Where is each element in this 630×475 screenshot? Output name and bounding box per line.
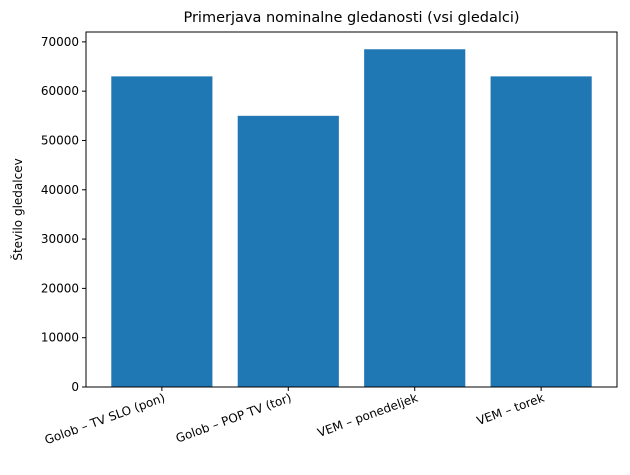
- x-tick-label: Golob – POP TV (tor): [174, 391, 293, 446]
- bar-3: [364, 49, 466, 387]
- x-tick-label: Golob – TV SLO (pon): [43, 391, 167, 448]
- x-axis-ticks: Golob – TV SLO (pon) Golob – POP TV (tor)…: [43, 387, 546, 447]
- bars-group: [111, 49, 592, 387]
- x-tick-label: VEM – ponedeljek: [316, 391, 420, 440]
- x-tick-label: VEM – torek: [475, 391, 546, 428]
- y-tick-label: 10000: [41, 331, 79, 345]
- plot-frame: [85, 31, 618, 388]
- bar-1: [111, 76, 213, 387]
- bar-2: [237, 115, 339, 387]
- y-tick-label: 30000: [41, 232, 79, 246]
- chart-title: Primerjava nominalne gledanosti (vsi gle…: [183, 10, 519, 26]
- y-tick-label: 70000: [41, 35, 79, 49]
- y-tick-label: 20000: [41, 281, 79, 295]
- y-tick-label: 50000: [41, 133, 79, 147]
- y-tick-label: 60000: [41, 84, 79, 98]
- bar-4: [490, 76, 592, 387]
- y-tick-label: 40000: [41, 183, 79, 197]
- y-axis-ticks: 0 10000 20000 30000 40000 50000 60000 70000: [41, 35, 86, 394]
- y-tick-label: 0: [71, 380, 79, 394]
- y-axis-label: Število gledalcev: [10, 158, 25, 260]
